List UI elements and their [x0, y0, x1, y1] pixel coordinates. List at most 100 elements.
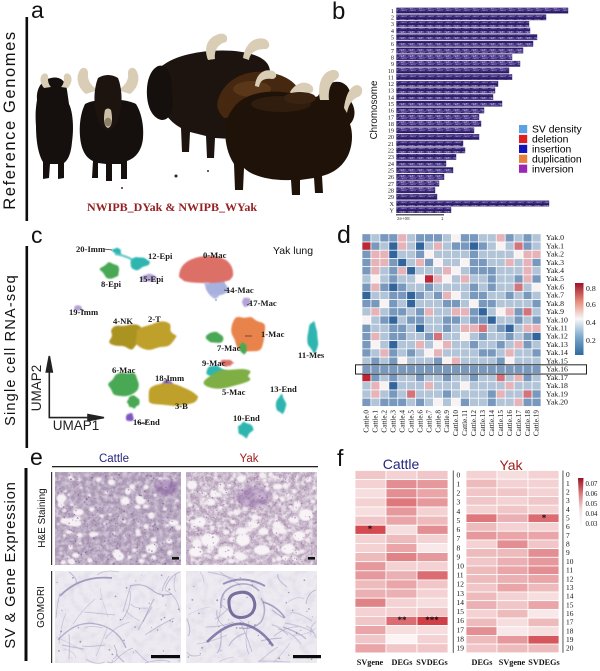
svg-text:0.07: 0.07	[586, 481, 598, 488]
svg-text:13: 13	[388, 88, 394, 95]
svg-text:Cattle.0: Cattle.0	[363, 410, 371, 433]
svg-text:13: 13	[457, 589, 465, 598]
svg-text:0-Mac: 0-Mac	[203, 250, 227, 260]
svg-text:2: 2	[391, 15, 394, 22]
svg-text:Yak.4: Yak.4	[546, 266, 564, 275]
svg-text:Yak.9: Yak.9	[546, 307, 564, 316]
svg-text:7: 7	[457, 534, 461, 543]
svg-text:0: 0	[457, 470, 461, 479]
svg-text:Cattle.19: Cattle.19	[533, 410, 541, 437]
svg-text:SVDEGs: SVDEGs	[416, 658, 447, 667]
svg-text:Cattle.8: Cattle.8	[434, 410, 442, 433]
svg-text:Cattle.5: Cattle.5	[407, 410, 415, 433]
svg-text:10-End: 10-End	[233, 413, 260, 423]
svg-text:Cattle.10: Cattle.10	[452, 410, 460, 437]
svg-text:Yak.10: Yak.10	[546, 315, 568, 324]
svg-text:17: 17	[457, 625, 465, 634]
svg-text:9-Mac: 9-Mac	[202, 358, 226, 368]
svg-text:9: 9	[457, 552, 461, 561]
svg-text:15-Epi: 15-Epi	[139, 274, 164, 284]
svg-text:12-Epi: 12-Epi	[148, 251, 173, 261]
svg-text:2e+08: 2e+08	[397, 216, 410, 221]
svg-text:10: 10	[566, 557, 574, 566]
svg-text:Cattle.1: Cattle.1	[372, 410, 380, 433]
svg-text:0.03: 0.03	[586, 521, 598, 528]
svg-text:20-Imm: 20-Imm	[76, 244, 106, 254]
svg-text:Cattle.9: Cattle.9	[443, 410, 451, 433]
svg-text:11: 11	[457, 571, 464, 580]
svg-text:UMAP2: UMAP2	[29, 365, 44, 412]
svg-text:6-Mac: 6-Mac	[112, 365, 136, 375]
svg-text:3: 3	[457, 498, 461, 507]
svg-text:SV density: SV density	[532, 125, 582, 136]
svg-text:Chromosome: Chromosome	[369, 80, 380, 139]
svg-text:6: 6	[566, 522, 570, 531]
svg-text:19-Imm: 19-Imm	[69, 307, 99, 317]
svg-text:Yak.17: Yak.17	[546, 373, 568, 382]
svg-text:Cattle.3: Cattle.3	[390, 410, 398, 433]
svg-text:23: 23	[388, 154, 394, 161]
svg-text:Yak.11: Yak.11	[546, 324, 568, 333]
svg-text:1-Mac: 1-Mac	[261, 329, 285, 339]
svg-text:Cattle.12: Cattle.12	[470, 410, 478, 437]
svg-text:6: 6	[391, 41, 394, 48]
svg-text:Yak.3: Yak.3	[546, 258, 564, 267]
svg-text:0.04: 0.04	[586, 511, 598, 518]
svg-text:11: 11	[388, 74, 394, 81]
svg-text:4: 4	[566, 505, 570, 514]
svg-text:7-Mac: 7-Mac	[217, 343, 241, 353]
svg-text:5-Mac: 5-Mac	[222, 387, 246, 397]
svg-text:3: 3	[391, 21, 394, 28]
svg-text:16-End: 16-End	[133, 417, 160, 427]
svg-text:SV & Gene Expression: SV & Gene Expression	[3, 481, 19, 648]
svg-text:1: 1	[457, 479, 461, 488]
svg-text:0.6: 0.6	[586, 300, 596, 309]
svg-text:13: 13	[566, 583, 574, 592]
svg-text:14-Mac: 14-Mac	[226, 285, 254, 295]
svg-text:H&E Staining: H&E Staining	[37, 488, 48, 547]
svg-text:5: 5	[566, 514, 570, 523]
svg-text:3: 3	[566, 496, 570, 505]
svg-text:25: 25	[388, 168, 394, 175]
svg-text:18: 18	[388, 121, 394, 128]
svg-text:1: 1	[566, 479, 570, 488]
svg-text:4-NK: 4-NK	[113, 316, 133, 326]
svg-text:inversion: inversion	[532, 164, 574, 175]
svg-text:0.4: 0.4	[586, 318, 596, 327]
svg-text:17: 17	[566, 618, 574, 627]
svg-text:Yak.16: Yak.16	[546, 365, 568, 374]
svg-text:d: d	[337, 221, 351, 249]
svg-text:DEGs: DEGs	[472, 658, 493, 667]
svg-text:8: 8	[566, 540, 570, 549]
svg-text:12: 12	[457, 580, 465, 589]
svg-text:21: 21	[388, 141, 394, 148]
svg-text:Cattle: Cattle	[99, 453, 129, 465]
svg-text:5: 5	[457, 516, 461, 525]
svg-text:16: 16	[388, 108, 394, 115]
svg-text:DEGs: DEGs	[392, 658, 413, 667]
svg-text:14: 14	[388, 94, 394, 101]
svg-text:26: 26	[388, 174, 394, 181]
svg-text:1: 1	[441, 216, 444, 221]
svg-text:SVDEGs: SVDEGs	[528, 658, 559, 667]
svg-text:7: 7	[566, 531, 570, 540]
svg-text:Cattle.14: Cattle.14	[488, 410, 496, 437]
svg-text:Yak.0: Yak.0	[546, 233, 564, 242]
svg-text:11: 11	[566, 566, 573, 575]
svg-text:5: 5	[391, 35, 394, 42]
svg-text:SVgene: SVgene	[357, 658, 384, 667]
svg-text:Yak.1: Yak.1	[546, 241, 564, 250]
svg-text:6: 6	[457, 525, 461, 534]
svg-text:2: 2	[457, 489, 461, 498]
svg-text:Cattle.6: Cattle.6	[416, 410, 424, 433]
svg-text:Yak.15: Yak.15	[546, 356, 568, 365]
svg-text:Cattle.4: Cattle.4	[399, 410, 407, 433]
svg-text:2: 2	[566, 488, 570, 497]
svg-text:***: ***	[425, 615, 439, 625]
svg-text:deletion: deletion	[532, 135, 569, 146]
svg-text:Cattle.18: Cattle.18	[524, 410, 532, 437]
svg-text:NWIPB_DYak & NWIPB_WYak: NWIPB_DYak & NWIPB_WYak	[87, 200, 257, 214]
svg-text:12: 12	[566, 574, 574, 583]
svg-text:Cattle.2: Cattle.2	[381, 410, 389, 433]
svg-text:14: 14	[457, 598, 465, 607]
